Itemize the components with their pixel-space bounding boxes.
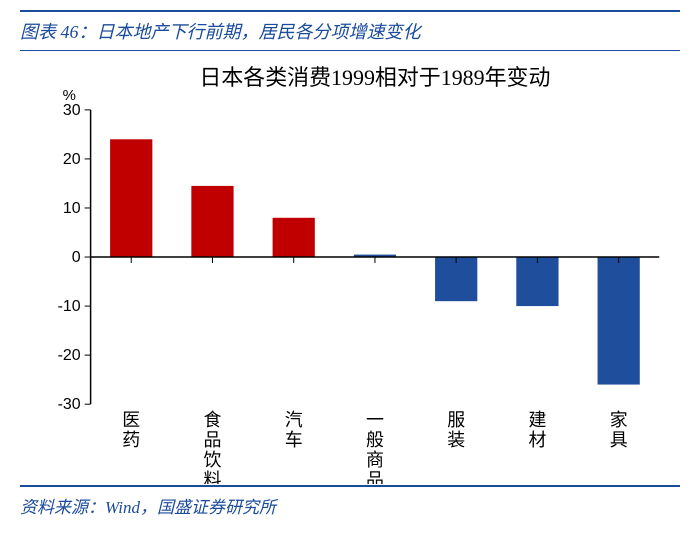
y-tick-label: -20 <box>58 347 81 364</box>
y-tick-label: -10 <box>58 298 81 315</box>
figure-header-text: 图表 46：日本地产下行前期，居民各分项增速变化 <box>20 22 421 42</box>
category-label: 一般商品 <box>366 410 384 484</box>
category-label: 家具 <box>610 410 628 450</box>
category-label: 医药 <box>122 410 140 450</box>
y-tick-label: -30 <box>58 396 81 413</box>
category-label: 汽车 <box>285 410 303 450</box>
y-tick-label: 10 <box>63 200 81 217</box>
y-tick-label: 30 <box>63 102 81 119</box>
bar <box>435 257 477 301</box>
figure-header: 图表 46：日本地产下行前期，居民各分项增速变化 <box>20 10 680 51</box>
category-label: 服装 <box>447 410 465 450</box>
chart-svg: 日本各类消费1999相对于1989年变动%-30-20-100102030医药食… <box>20 55 680 484</box>
figure-container: 图表 46：日本地产下行前期，居民各分项增速变化 日本各类消费1999相对于19… <box>0 0 700 534</box>
bar <box>516 257 558 306</box>
bar <box>110 139 152 257</box>
bar <box>191 186 233 257</box>
bar <box>598 257 640 385</box>
category-label: 食品饮料 <box>203 410 221 484</box>
figure-footer-text: 资料来源：Wind，国盛证券研究所 <box>20 498 276 517</box>
chart-title: 日本各类消费1999相对于1989年变动 <box>199 65 550 90</box>
category-label: 建材 <box>528 410 546 450</box>
bar-chart: 日本各类消费1999相对于1989年变动%-30-20-100102030医药食… <box>20 55 680 484</box>
y-tick-label: 20 <box>63 151 81 168</box>
y-tick-label: 0 <box>72 249 81 266</box>
figure-footer: 资料来源：Wind，国盛证券研究所 <box>20 485 680 524</box>
bar <box>273 218 315 257</box>
